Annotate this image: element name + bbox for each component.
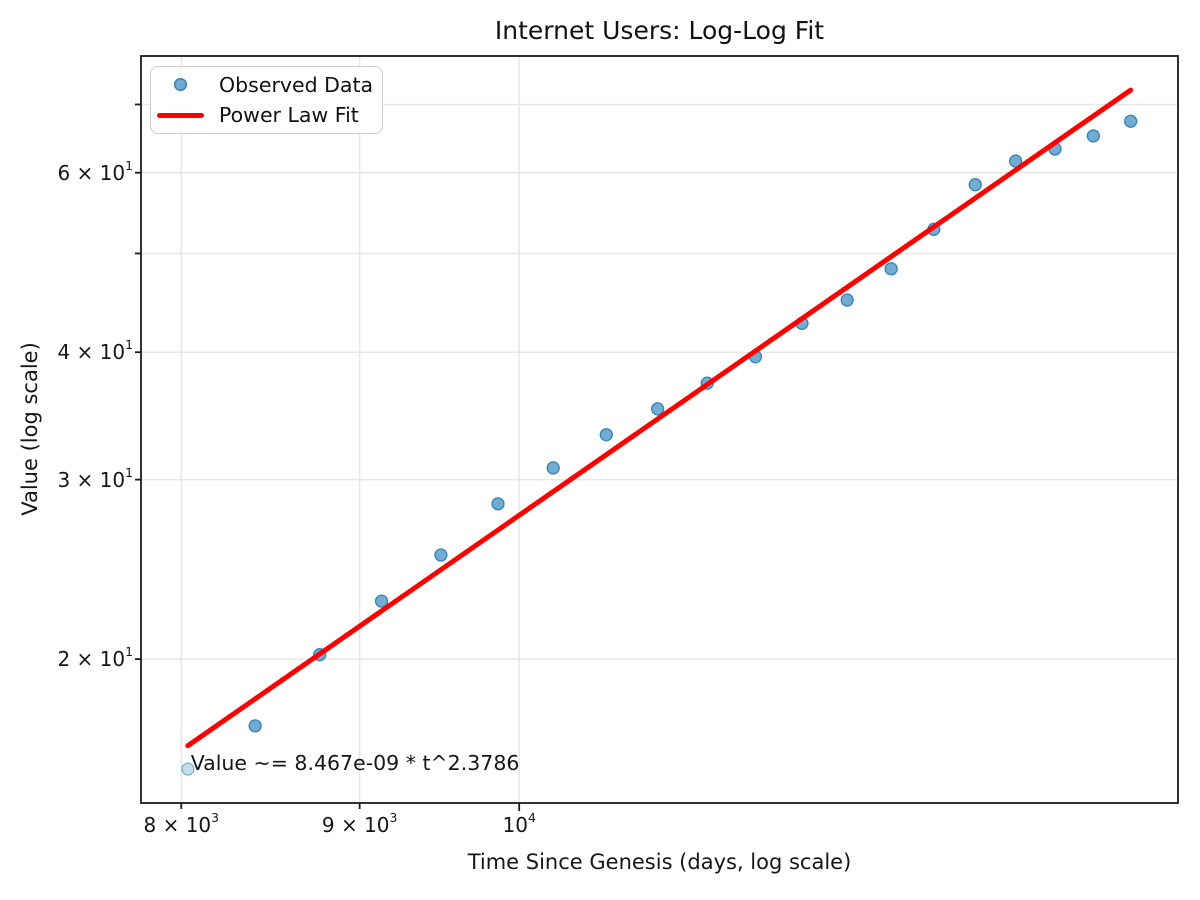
- fit-equation-annotation: Value ~= 8.467e-09 * t^2.3786: [190, 750, 520, 775]
- y-tick-label: 3 × 101: [57, 464, 133, 492]
- data-point: [248, 719, 262, 733]
- legend-marker-cell: [151, 112, 219, 118]
- data-point: [599, 428, 613, 442]
- data-point: [968, 178, 982, 192]
- axes-spines: [140, 55, 1179, 804]
- chart-title: Internet Users: Log-Log Fit: [494, 16, 825, 45]
- y-tick-label: 6 × 101: [57, 157, 133, 185]
- data-point: [181, 762, 195, 776]
- data-point: [650, 402, 665, 416]
- y-tick-label: 4 × 101: [57, 337, 133, 365]
- y-axis-label: Value (log scale): [18, 342, 42, 516]
- fit-line-icon: [157, 112, 204, 118]
- legend-label-power-law-fit: Power Law Fit: [219, 103, 359, 128]
- y-tick-label: 2 × 101: [57, 644, 133, 672]
- data-point: [374, 594, 389, 608]
- x-tick-label: 9 × 103: [321, 810, 398, 837]
- legend-label-observed-data: Observed Data: [219, 72, 374, 97]
- legend-item-observed-data: Observed Data: [151, 70, 382, 100]
- data-point: [491, 497, 505, 511]
- legend: Observed Data Power Law Fit: [150, 66, 383, 134]
- x-tick-label: 8 × 103: [143, 810, 220, 837]
- scatter-dot-icon: [174, 78, 187, 92]
- data-point: [434, 548, 448, 562]
- x-axis-label: Time Since Genesis (days, log scale): [467, 850, 852, 874]
- data-point: [546, 461, 560, 475]
- legend-marker-cell: [151, 78, 219, 92]
- fit-line: [185, 87, 1134, 749]
- data-point: [1124, 114, 1138, 128]
- data-point: [884, 262, 898, 276]
- data-point: [1086, 129, 1100, 143]
- data-point: [840, 293, 854, 307]
- legend-item-power-law-fit: Power Law Fit: [151, 100, 382, 130]
- x-tick-label: 104: [502, 810, 536, 837]
